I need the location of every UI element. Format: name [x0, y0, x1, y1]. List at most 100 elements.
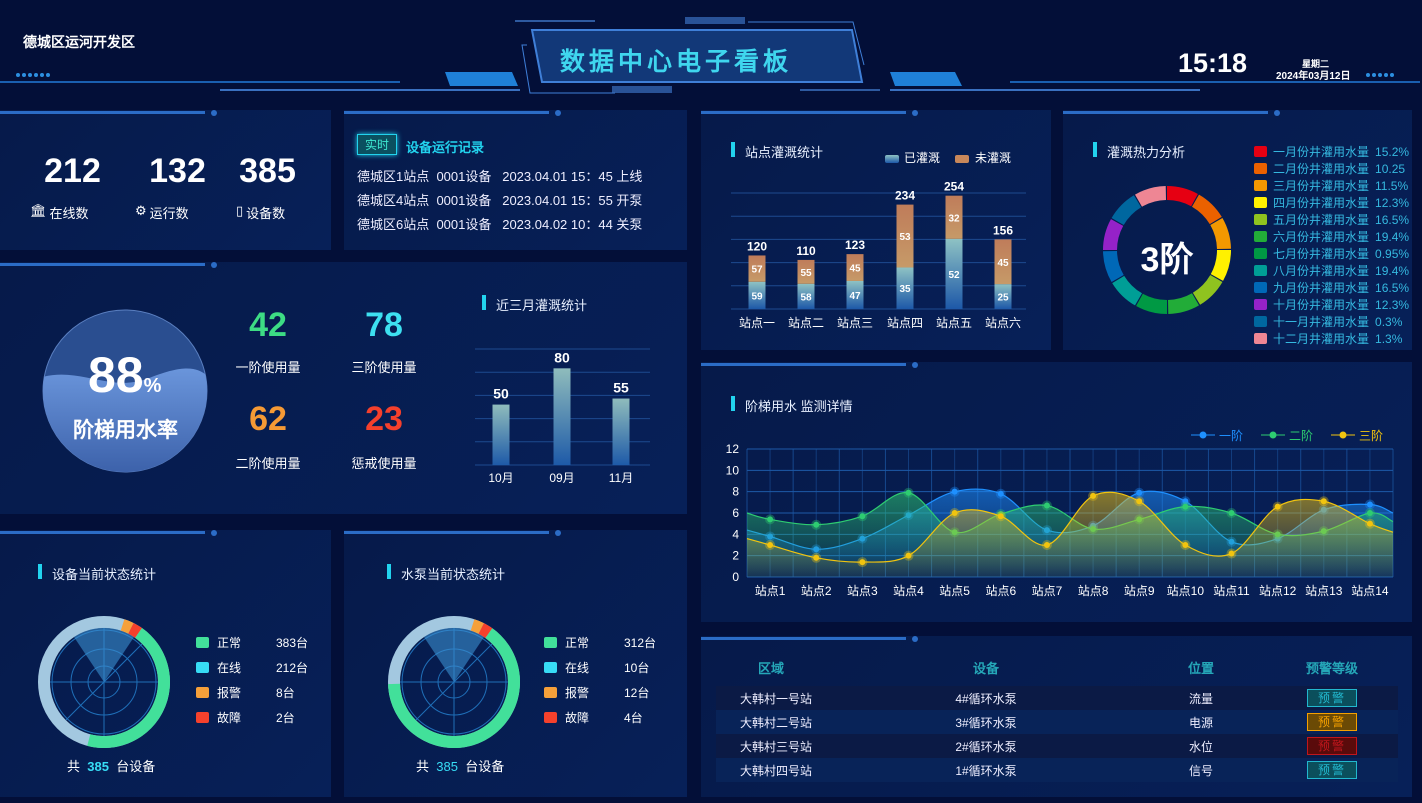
- cell-area: 大韩村二号站: [716, 710, 836, 734]
- x-tick-label: 站点11: [1213, 584, 1250, 598]
- donut-slice: [1112, 275, 1143, 306]
- data-point: [1228, 550, 1235, 557]
- records-list: 德城区1站点 0001设备 2023.04.01 15：45 上线 德城区4站点 …: [357, 165, 685, 237]
- legend-swatch: [1254, 316, 1267, 327]
- legend-swatch: [196, 687, 209, 698]
- legend-swatch: [1254, 299, 1267, 310]
- realtime-badge: 实时: [357, 134, 398, 155]
- table-row[interactable]: 大韩村二号站 3#循环水泵 电源 预警: [716, 710, 1398, 734]
- table-row[interactable]: 大韩村四号站 1#循环水泵 信号 预警: [716, 758, 1398, 782]
- legend-label: 正常: [217, 636, 242, 650]
- online-count: 212: [44, 152, 101, 190]
- ring-slice-3: [128, 622, 143, 638]
- panel-decoration: [0, 110, 217, 116]
- total-label: 120: [747, 239, 767, 253]
- legend-value: 15.2%: [1375, 144, 1410, 159]
- table-row[interactable]: 大韩村三号站 2#循环水泵 水位 预警: [716, 734, 1398, 758]
- donut-slice: [1191, 194, 1222, 225]
- online-label: 🏛 在线数: [30, 203, 89, 222]
- legend-item: 八月份井灌用水量 19.4%: [1254, 262, 1409, 279]
- data-point: [1090, 492, 1097, 499]
- legend-value: 0.3%: [1375, 314, 1403, 329]
- data-point: [905, 489, 912, 496]
- panel-decoration: [701, 636, 918, 642]
- heat-donut: [1103, 186, 1231, 314]
- x-tick-label: 站点1: [755, 584, 786, 598]
- legend-swatch: [1254, 214, 1267, 225]
- bar-not-irrigated: [945, 195, 963, 239]
- x-tick-label: 站点13: [1305, 584, 1343, 598]
- total-prefix: 共: [67, 759, 81, 774]
- station-chart-title: 站点灌溉统计: [731, 142, 823, 161]
- table-row[interactable]: 大韩村一号站 4#循环水泵 流量 预警: [716, 686, 1398, 710]
- device-status-ring: [38, 616, 170, 748]
- bar-not-irrigated: [748, 255, 766, 282]
- total-suffix: 台设备: [116, 759, 156, 774]
- legend-label: 二月份井灌用水量: [1273, 162, 1370, 176]
- legend-swatch: [196, 637, 209, 648]
- legend-value: 12.3%: [1375, 195, 1410, 210]
- legend-swatch: [1254, 248, 1267, 259]
- legend-swatch: [1254, 197, 1267, 208]
- legend-swatch: [1254, 180, 1267, 191]
- legend-label: 六月份井灌用水量: [1273, 230, 1370, 244]
- record-row: 德城区6站点 0001设备 2023.04.02 10：44 关泵: [357, 217, 643, 232]
- device-icon: ▯: [236, 203, 244, 218]
- segment-label: 52: [948, 270, 960, 281]
- legend-label: 报警: [565, 686, 590, 700]
- legend-item: 一月份井灌用水量 15.2%: [1254, 143, 1409, 160]
- heat-center-label: 3阶: [1140, 241, 1194, 279]
- x-tick-label: 10月: [488, 471, 513, 485]
- water-ball: [42, 309, 208, 473]
- legend-label: 三月份井灌用水量: [1273, 179, 1370, 193]
- x-tick-label: 站点五: [936, 316, 972, 330]
- x-tick-label: 站点二: [788, 316, 824, 330]
- alerts-table: 区域 设备 位置 预警等级 大韩村一号站 4#循环水泵 流量 预警 大韩村二号站 3#循环…: [716, 648, 1398, 782]
- radar-sweep: [74, 627, 134, 682]
- penalty-label: 惩戒使用量: [351, 456, 417, 471]
- legend-swatch-irrigated: [885, 155, 899, 163]
- cell-position: 水位: [1136, 734, 1266, 758]
- legend-item: 故障 4台: [544, 709, 643, 726]
- segment-label: 47: [849, 291, 861, 302]
- water-rate-label: 阶梯用水率: [73, 419, 178, 442]
- legend-label: 三阶: [1359, 429, 1383, 443]
- data-point: [859, 513, 866, 520]
- legend-swatch: [1254, 333, 1267, 344]
- legend-item: 在线 212台: [196, 659, 308, 676]
- bar-not-irrigated: [994, 239, 1012, 285]
- tier3-value: 78: [365, 306, 403, 344]
- legend-label: 正常: [565, 636, 590, 650]
- ring-slice-0: [87, 628, 170, 748]
- ring-slice-0: [388, 628, 520, 748]
- y-tick-label: 4: [732, 527, 739, 541]
- donut-slice: [1103, 219, 1124, 251]
- segment-label: 45: [849, 264, 861, 275]
- total-label: 156: [993, 223, 1013, 237]
- legend-item: 五月份井灌用水量 16.5%: [1254, 211, 1409, 228]
- data-point: [951, 488, 958, 495]
- data-point: [1043, 502, 1050, 509]
- x-tick-label: 站点12: [1259, 584, 1297, 598]
- record-row: 德城区1站点 0001设备 2023.04.01 15：45 上线: [357, 169, 643, 184]
- panel-decoration: [701, 110, 918, 116]
- x-tick-label: 站点5: [939, 584, 970, 598]
- district-label: 德城区运河开发区: [23, 34, 135, 50]
- y-tick-label: 10: [726, 463, 740, 477]
- device-count: 385: [239, 152, 296, 190]
- tier-monitor-panel: 阶梯用水 监测详情 0 2 4 6 8 10 12 站点1 站点2 站点3 站点4 站点5 站点6 站点7…: [701, 362, 1412, 622]
- bar-irrigated: [994, 284, 1012, 309]
- data-point: [813, 554, 820, 561]
- segment-label: 59: [751, 291, 763, 302]
- legend-marker: [1199, 431, 1207, 439]
- data-point: [1182, 542, 1189, 548]
- x-tick-label: 站点3: [847, 584, 878, 598]
- device-total: 共 385 台设备: [67, 756, 155, 775]
- bar-value-label: 80: [554, 349, 570, 365]
- cell-device: 2#循环水泵: [836, 734, 1136, 758]
- cell-area: 大韩村一号站: [716, 686, 836, 710]
- legend-swatch: [1254, 231, 1267, 242]
- legend-value: 1.3%: [1375, 331, 1403, 346]
- data-point: [1366, 501, 1373, 508]
- tier-chart: 0 2 4 6 8 10 12 站点1 站点2 站点3 站点4 站点5 站点6 站点7 站点8 站点9 站点10…: [726, 429, 1394, 598]
